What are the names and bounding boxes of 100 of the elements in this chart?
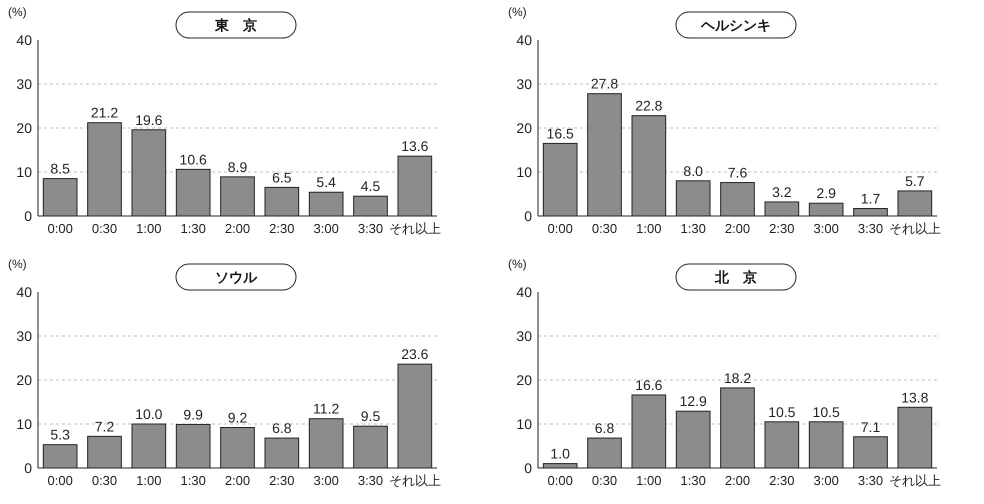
x-tick-label: 0:30 (592, 473, 618, 488)
chart-title: 東 京 (214, 17, 257, 33)
y-tick-label: 20 (16, 120, 32, 136)
x-tick-label: 1:30 (180, 473, 206, 488)
y-tick-label: 10 (16, 164, 32, 180)
data-label: 10.5 (812, 404, 840, 420)
data-label: 7.6 (728, 164, 748, 181)
x-tick-label: 2:30 (769, 221, 794, 236)
data-label: 13.6 (401, 138, 429, 154)
chart-title: 北 京 (714, 269, 757, 285)
data-label: 7.2 (94, 418, 114, 434)
data-label: 21.2 (90, 104, 118, 121)
data-label: 5.3 (50, 426, 70, 443)
y-tick-label: 40 (16, 32, 32, 48)
x-tick-label: 3:00 (314, 473, 339, 488)
x-tick-label: 0:00 (548, 473, 573, 488)
y-tick-label: 30 (16, 76, 32, 92)
data-label: 8.0 (683, 162, 704, 179)
x-tick-label: 2:30 (269, 473, 294, 488)
x-tick-label: 0:00 (48, 473, 73, 488)
y-tick-label: 30 (16, 328, 32, 344)
y-axis-title: (%) (8, 5, 27, 19)
data-label: 16.5 (546, 125, 574, 142)
data-label: 13.8 (901, 389, 929, 406)
data-label: 7.1 (860, 418, 880, 435)
data-label: 27.8 (590, 76, 618, 92)
data-label: 5.4 (316, 174, 336, 190)
y-axis-title: (%) (8, 257, 27, 271)
y-tick-label: 0 (524, 208, 532, 224)
x-tick-label: 2:30 (769, 473, 794, 488)
y-tick-label: 0 (24, 460, 32, 476)
x-tick-label: 1:00 (636, 473, 662, 488)
data-label: 6.8 (594, 420, 614, 436)
x-tick-label: 2:30 (269, 221, 294, 236)
data-label: 10.0 (135, 406, 163, 422)
data-label: 11.2 (313, 400, 340, 417)
x-tick-label: それ以上 (888, 221, 941, 236)
x-tick-label: 3:30 (358, 473, 384, 488)
y-axis-title: (%) (508, 257, 527, 271)
data-label: 9.2 (228, 410, 248, 426)
data-label: 12.9 (680, 393, 708, 410)
x-tick-label: それ以上 (388, 221, 441, 236)
x-tick-label: 1:00 (136, 473, 162, 488)
x-tick-label: 3:30 (858, 221, 884, 236)
y-tick-label: 40 (516, 32, 532, 48)
y-tick-label: 30 (516, 328, 532, 344)
x-tick-label: それ以上 (388, 473, 441, 488)
y-tick-label: 20 (516, 372, 532, 388)
data-label: 23.6 (401, 346, 429, 362)
x-tick-label: 1:00 (136, 221, 162, 236)
data-label: 10.5 (768, 404, 796, 420)
x-tick-label: 0:00 (48, 221, 73, 236)
data-label: 1.0 (550, 446, 570, 462)
data-label: 4.5 (360, 178, 380, 194)
data-label: 1.7 (860, 190, 880, 207)
x-tick-label: 3:00 (314, 221, 339, 236)
x-tick-label: 3:30 (358, 221, 384, 236)
x-tick-label: 2:00 (224, 221, 250, 236)
y-tick-label: 10 (516, 164, 532, 180)
data-label: 9.9 (183, 406, 204, 422)
y-axis-title: (%) (508, 5, 527, 19)
x-tick-label: 1:00 (636, 221, 662, 236)
data-label: 10.6 (180, 151, 208, 168)
y-tick-label: 20 (516, 120, 532, 136)
data-label: 5.7 (905, 172, 925, 189)
data-label: 8.9 (228, 158, 248, 175)
x-tick-label: 2:00 (724, 221, 750, 236)
chart-title: ヘルシンキ (700, 17, 771, 33)
data-label: 16.6 (635, 376, 663, 393)
y-tick-label: 0 (524, 460, 532, 476)
data-label: 6.8 (272, 420, 292, 436)
x-tick-label: 0:30 (592, 221, 618, 236)
x-tick-label: 1:30 (180, 221, 206, 236)
y-tick-label: 20 (16, 372, 32, 388)
data-label: 8.5 (50, 160, 70, 177)
x-tick-label: 2:00 (224, 473, 250, 488)
data-label: 19.6 (135, 112, 163, 128)
x-tick-label: 0:30 (92, 221, 118, 236)
x-tick-label: 3:30 (858, 473, 884, 488)
x-tick-label: 0:30 (92, 473, 118, 488)
x-tick-label: それ以上 (888, 473, 941, 488)
data-label: 6.5 (272, 169, 292, 186)
x-tick-label: 3:00 (814, 473, 839, 488)
x-tick-label: 1:30 (680, 473, 706, 488)
data-label: 18.2 (724, 370, 752, 386)
y-tick-label: 10 (16, 416, 32, 432)
y-tick-label: 30 (516, 76, 532, 92)
y-tick-label: 40 (516, 284, 532, 300)
data-label: 22.8 (635, 98, 663, 114)
x-tick-label: 0:00 (548, 221, 573, 236)
y-tick-label: 0 (24, 208, 32, 224)
data-label: 3.2 (772, 184, 792, 200)
y-tick-label: 40 (16, 284, 32, 300)
x-tick-label: 2:00 (724, 473, 750, 488)
data-label: 2.9 (816, 185, 836, 202)
chart-title: ソウル (215, 269, 258, 285)
x-tick-label: 1:30 (680, 221, 706, 236)
x-tick-label: 3:00 (814, 221, 839, 236)
data-label: 9.5 (360, 408, 380, 424)
y-tick-label: 10 (516, 416, 532, 432)
